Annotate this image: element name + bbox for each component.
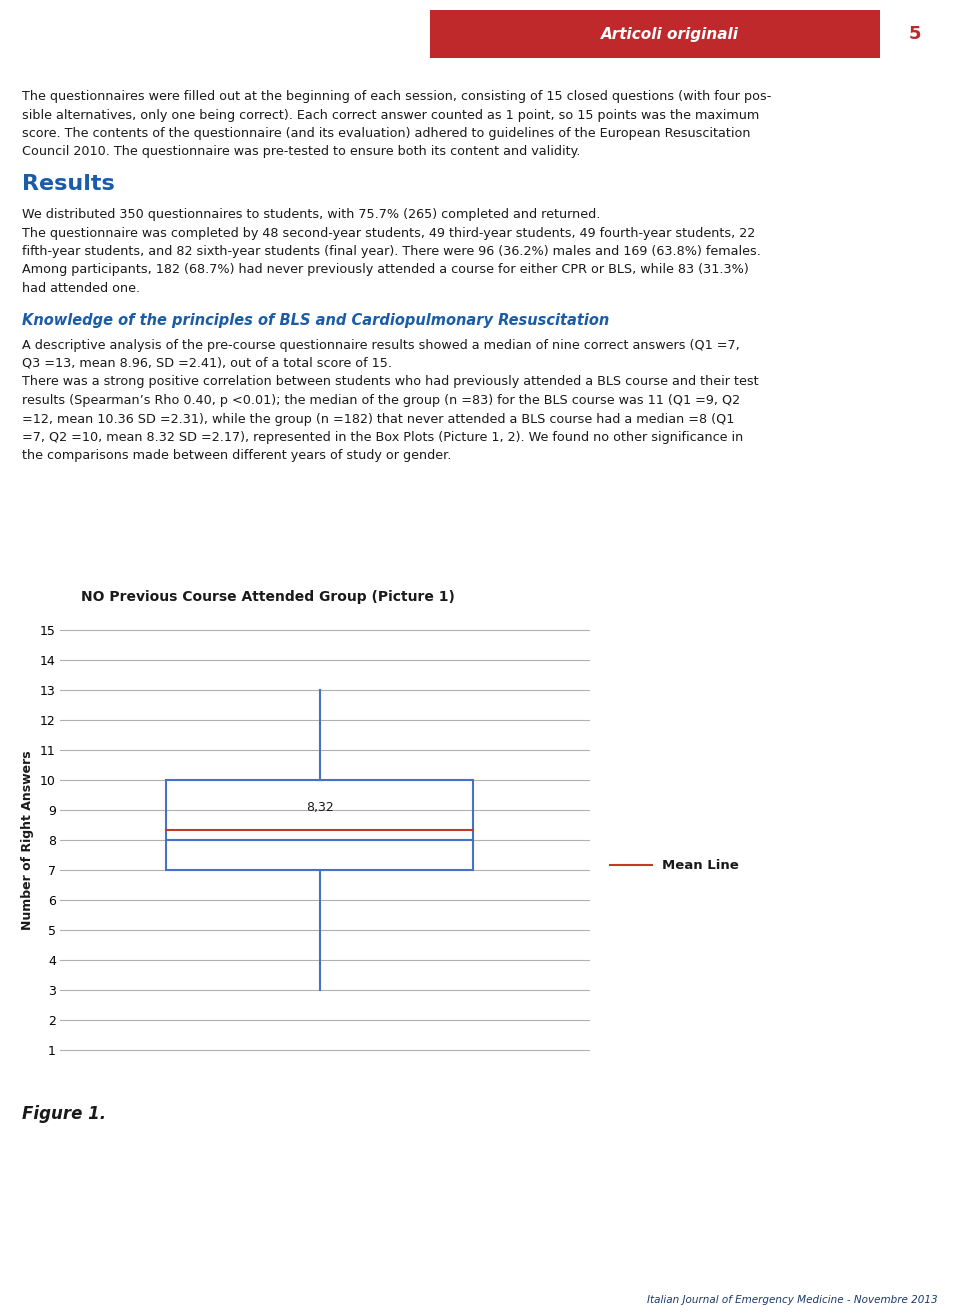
Text: The questionnaires were filled out at the beginning of each session, consisting : The questionnaires were filled out at th…: [22, 89, 772, 102]
Text: We distributed 350 questionnaires to students, with 75.7% (265) completed and re: We distributed 350 questionnaires to stu…: [22, 208, 600, 221]
Text: NO Previous Course Attended Group (Picture 1): NO Previous Course Attended Group (Pictu…: [82, 590, 455, 604]
Text: =7, Q2 =10, mean 8.32 SD =2.17), represented in the Box Plots (Picture 1, 2). We: =7, Q2 =10, mean 8.32 SD =2.17), represe…: [22, 431, 743, 444]
Y-axis label: Number of Right Answers: Number of Right Answers: [21, 750, 35, 930]
Text: Articoli originali: Articoli originali: [601, 26, 739, 42]
Bar: [430, 11, 910, 58]
Text: Figure 1.: Figure 1.: [22, 1105, 107, 1123]
Text: Mean Line: Mean Line: [662, 859, 739, 871]
Text: 8,32: 8,32: [306, 802, 333, 813]
Text: the comparisons made between different years of study or gender.: the comparisons made between different y…: [22, 449, 451, 463]
Text: Among participants, 182 (68.7%) had never previously attended a course for eithe: Among participants, 182 (68.7%) had neve…: [22, 264, 749, 276]
Text: score. The contents of the questionnaire (and its evaluation) adhered to guideli: score. The contents of the questionnaire…: [22, 127, 751, 141]
Text: results (Spearman’s Rho 0.40, p <0.01); the median of the group (n =83) for the : results (Spearman’s Rho 0.40, p <0.01); …: [22, 394, 740, 407]
Text: sible alternatives, only one being correct). Each correct answer counted as 1 po: sible alternatives, only one being corre…: [22, 109, 759, 121]
Text: fifth-year students, and 82 sixth-year students (final year). There were 96 (36.: fifth-year students, and 82 sixth-year s…: [22, 244, 761, 258]
Text: Council 2010. The questionnaire was pre-tested to ensure both its content and va: Council 2010. The questionnaire was pre-…: [22, 146, 581, 159]
Text: Knowledge of the principles of BLS and Cardiopulmonary Resuscitation: Knowledge of the principles of BLS and C…: [22, 313, 610, 327]
Bar: [880, 11, 950, 58]
Text: 5: 5: [909, 25, 922, 43]
Text: =12, mean 10.36 SD =2.31), while the group (n =182) that never attended a BLS co: =12, mean 10.36 SD =2.31), while the gro…: [22, 413, 734, 426]
Text: Q3 =13, mean 8.96, SD =2.41), out of a total score of 15.: Q3 =13, mean 8.96, SD =2.41), out of a t…: [22, 357, 392, 371]
Bar: [166, 781, 473, 870]
Text: Results: Results: [22, 173, 115, 194]
Text: had attended one.: had attended one.: [22, 283, 140, 296]
Text: A descriptive analysis of the pre-course questionnaire results showed a median o: A descriptive analysis of the pre-course…: [22, 339, 740, 352]
Text: Italian Journal of Emergency Medicine - Novembre 2013: Italian Journal of Emergency Medicine - …: [647, 1296, 938, 1305]
Text: There was a strong positive correlation between students who had previously atte: There was a strong positive correlation …: [22, 376, 758, 389]
Text: The questionnaire was completed by 48 second-year students, 49 third-year studen: The questionnaire was completed by 48 se…: [22, 226, 756, 239]
